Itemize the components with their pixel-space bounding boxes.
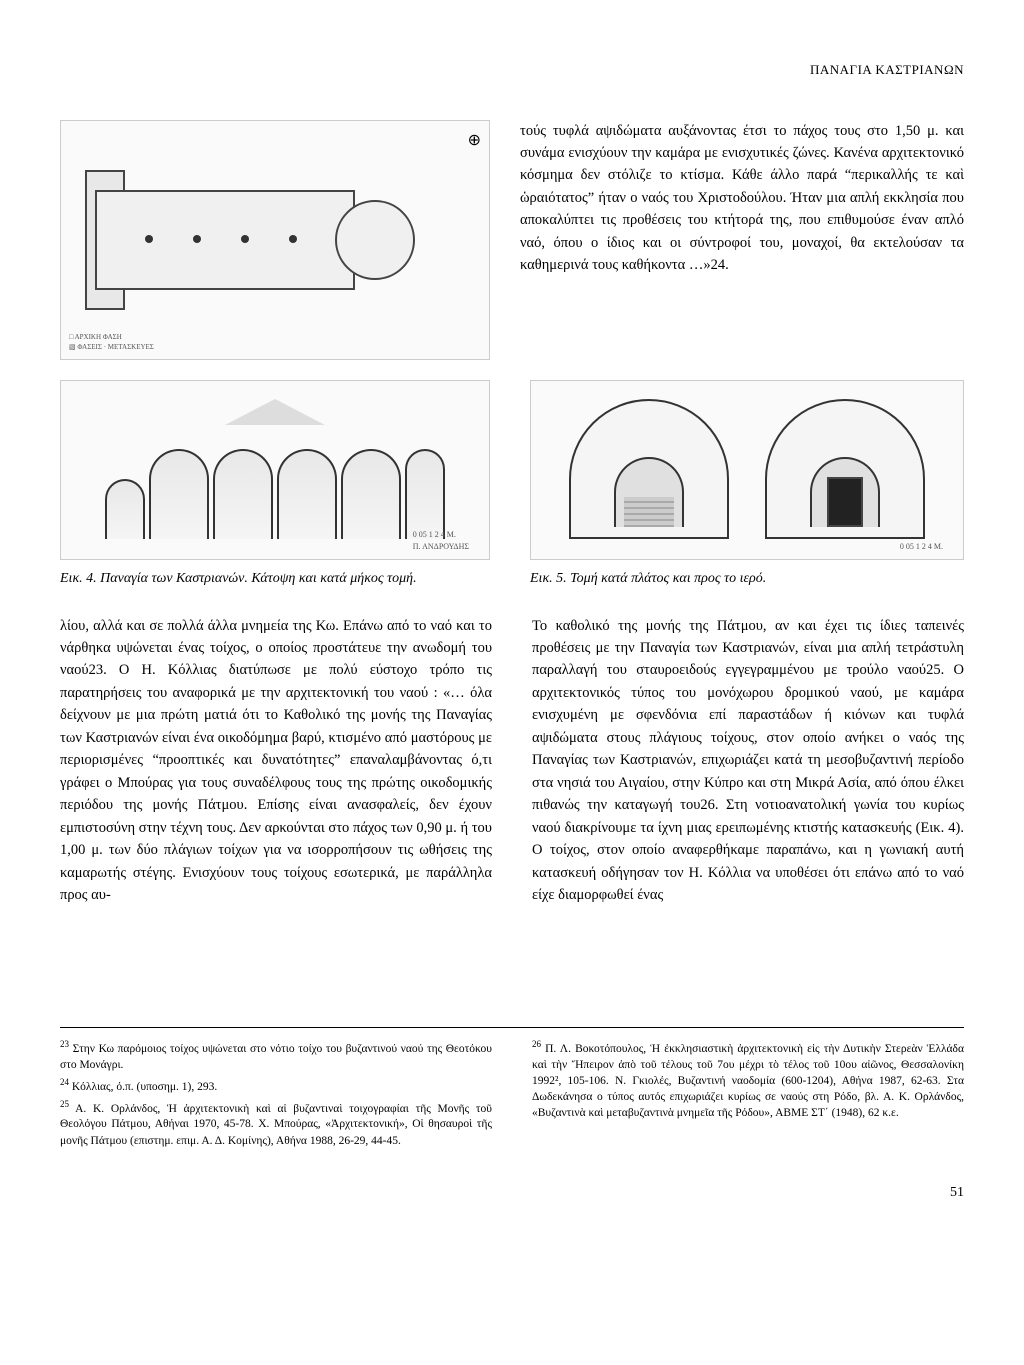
caption-fig4: Εικ. 4. Παναγία των Καστριανών. Κάτοψη κ…: [60, 568, 490, 589]
footnote-24: 24 Κόλλιας, ό.π. (υποσημ. 1), 293.: [60, 1076, 492, 1095]
body-col-right: Το καθολικό της μονής της Πάτμου, αν και…: [532, 615, 964, 907]
scale-bar-left: 0 05 1 2 4 Μ. Π. ΑΝΔΡΟΥΔΗΣ: [413, 529, 469, 553]
top-section: ⊕ □ ΑΡΧΙΚΗ ΦΑΣΗ ▧ ΦΑΣΕΙΣ · ΜΕΤΑΣΚΕΥΕΣ το…: [60, 120, 964, 360]
body-text: λίου, αλλά και σε πολλά άλλα μνημεία της…: [60, 615, 964, 907]
footnote-25: 25 Α. Κ. Ορλάνδος, Ἡ ἀρχιτεκτονικὴ καὶ α…: [60, 1098, 492, 1149]
legend-phase2: ΦΑΣΕΙΣ · ΜΕΤΑΣΚΕΥΕΣ: [77, 343, 154, 351]
body-col-left: λίου, αλλά και σε πολλά άλλα μνημεία της…: [60, 615, 492, 907]
footnote-23: 23 Στην Κω παρόμοιος τοίχος υψώνεται στο…: [60, 1038, 492, 1073]
scale-bar-right: 0 05 1 2 4 Μ.: [900, 541, 943, 553]
figure-5-sections: 0 05 1 2 4 Μ.: [530, 380, 964, 560]
figure-4-plan: ⊕ □ ΑΡΧΙΚΗ ΦΑΣΗ ▧ ΦΑΣΕΙΣ · ΜΕΤΑΣΚΕΥΕΣ: [60, 120, 490, 360]
legend-phase1: ΑΡΧΙΚΗ ΦΑΣΗ: [75, 333, 122, 341]
elevation-figures-row: 0 05 1 2 4 Μ. Π. ΑΝΔΡΟΥΔΗΣ 0 05 1 2 4 Μ.: [60, 380, 964, 560]
running-header: ΠΑΝΑΓΙΑ ΚΑΣΤΡΙΑΝΩΝ: [60, 60, 964, 80]
top-paragraph: τούς τυφλά αψιδώματα αυξάνοντας έτσι το …: [520, 120, 964, 360]
footnotes: 23 Στην Κω παρόμοιος τοίχος υψώνεται στο…: [60, 1038, 964, 1152]
figure-captions: Εικ. 4. Παναγία των Καστριανών. Κάτοψη κ…: [60, 568, 964, 589]
caption-fig5: Εικ. 5. Τομή κατά πλάτος και προς το ιερ…: [530, 568, 964, 589]
figure-4-section: 0 05 1 2 4 Μ. Π. ΑΝΔΡΟΥΔΗΣ: [60, 380, 490, 560]
compass-icon: ⊕: [468, 129, 481, 153]
footnote-26: 26 Π. Λ. Βοκοτόπουλος, Ἡ ἐκκλησιαστικὴ ἀ…: [532, 1038, 964, 1121]
cross-section-east: [765, 399, 925, 539]
figure-legend: □ ΑΡΧΙΚΗ ΦΑΣΗ ▧ ΦΑΣΕΙΣ · ΜΕΤΑΣΚΕΥΕΣ: [69, 332, 154, 353]
footnotes-rule: [60, 1027, 964, 1028]
cross-section-west: [569, 399, 729, 539]
drawer-signature: Π. ΑΝΔΡΟΥΔΗΣ: [413, 542, 469, 551]
page-number: 51: [60, 1182, 964, 1203]
plan-sketch: [85, 150, 465, 330]
